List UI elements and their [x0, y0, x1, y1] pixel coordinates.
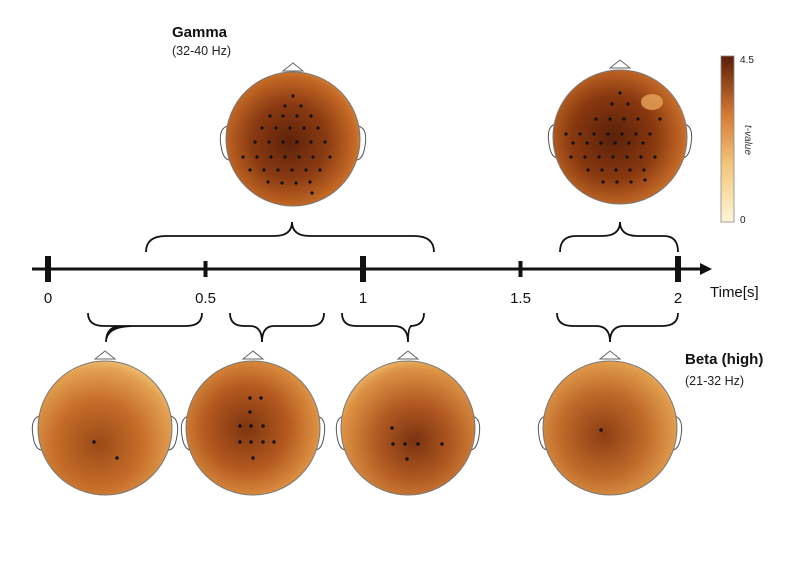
significant-electrodes — [564, 91, 662, 184]
tick-mark-0 — [45, 256, 51, 282]
scalp-map — [542, 360, 678, 496]
scalp-map — [225, 71, 361, 207]
weak-region — [641, 94, 663, 110]
scalp-map — [37, 360, 173, 496]
tick-label-0.5: 0.5 — [195, 290, 216, 307]
colorbar-gradient — [720, 55, 735, 223]
scalp-map — [552, 69, 688, 205]
beta-window-brace-2 — [229, 312, 325, 343]
colorbar-max-label: 4.5 — [740, 55, 754, 66]
beta-window-brace-4 — [556, 312, 679, 343]
colorbar: 4.5 0 t-value — [720, 55, 754, 226]
nose-marker — [93, 350, 117, 360]
tick-label-1: 1 — [359, 290, 367, 307]
time-axis: 0 0.5 1 1.5 2 Time[s] — [32, 256, 759, 307]
gamma-band-range: (32-40 Hz) — [172, 44, 231, 58]
gamma-window-brace-early — [145, 221, 435, 253]
significant-electrodes — [238, 396, 276, 460]
beta-topomap-1 — [31, 350, 179, 496]
scalp-map — [185, 360, 321, 496]
nose-marker — [241, 350, 265, 360]
nose-marker — [281, 62, 305, 72]
tick-label-0: 0 — [44, 290, 52, 307]
beta-topomap-2 — [180, 350, 326, 496]
significant-electrodes — [92, 440, 119, 460]
colorbar-min-label: 0 — [740, 215, 746, 226]
colorbar-title: t-value — [742, 125, 753, 155]
beta-band-range: (21-32 Hz) — [685, 374, 744, 388]
tick-label-1.5: 1.5 — [510, 290, 531, 307]
beta-topomap-4 — [537, 350, 683, 496]
tick-mark-1.5 — [518, 261, 523, 277]
significant-electrodes — [599, 428, 603, 432]
gamma-topomap-early — [219, 62, 367, 207]
beta-band-title: Beta (high) — [685, 351, 763, 368]
significant-electrodes — [241, 94, 332, 195]
beta-window-brace-1 — [87, 312, 203, 343]
scalp-map — [340, 360, 476, 496]
tick-mark-1 — [360, 256, 366, 282]
beta-topomap-3 — [335, 350, 481, 496]
gamma-window-brace-late — [559, 221, 679, 253]
axis-arrow — [700, 263, 712, 275]
beta-window-brace-3 — [341, 312, 425, 343]
nose-marker — [608, 59, 632, 69]
tick-mark-2 — [675, 256, 681, 282]
tick-label-2: 2 — [674, 290, 682, 307]
significant-electrodes — [390, 426, 444, 461]
nose-marker — [396, 350, 420, 360]
gamma-topomap-late — [547, 59, 693, 205]
gamma-band-title: Gamma — [172, 24, 228, 41]
axis-label: Time[s] — [710, 284, 759, 301]
tick-mark-0.5 — [203, 261, 208, 277]
nose-marker — [598, 350, 622, 360]
